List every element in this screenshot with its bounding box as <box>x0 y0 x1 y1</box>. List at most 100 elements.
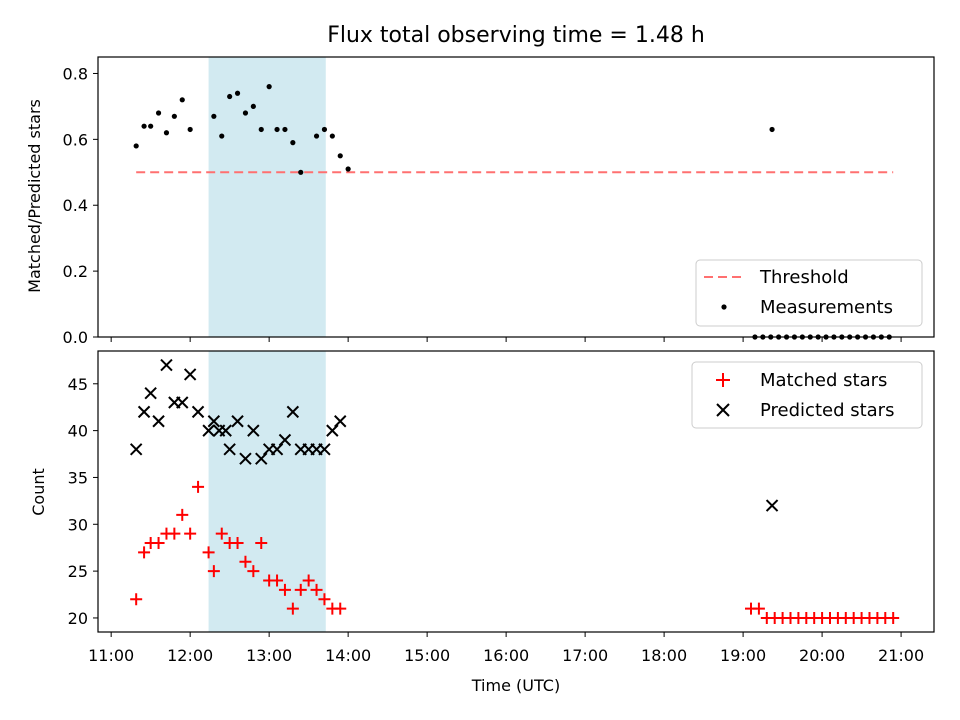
matched-star-point <box>176 508 189 521</box>
y-tick-label: 0.8 <box>63 64 88 83</box>
top-x-axis <box>110 337 902 342</box>
matched-star-point <box>286 602 299 615</box>
predicted-star-point <box>318 443 331 456</box>
top-plot-frame <box>97 56 935 338</box>
matched-star-point <box>184 527 197 540</box>
x-tick-label: 21:00 <box>878 646 924 665</box>
measurement-point <box>227 93 233 100</box>
bottom-legend: Matched stars Predicted stars <box>691 361 923 429</box>
predicted-star-point <box>152 415 165 428</box>
matched-star-point <box>310 583 323 596</box>
measurement-point <box>274 126 280 133</box>
x-axis-label: Time (UTC) <box>471 676 560 695</box>
bottom-y-axis: 20 25 30 35 40 45 <box>68 375 98 628</box>
predicted-star-point <box>219 424 232 437</box>
matched-star-point <box>294 583 307 596</box>
predicted-star-point <box>223 443 236 456</box>
measurement-point <box>321 126 328 133</box>
predicted-star-point <box>765 499 779 512</box>
legend-measurements-swatch <box>721 304 727 310</box>
measurement-point <box>313 133 320 139</box>
x-tick-label: 15:00 <box>404 646 450 665</box>
x-tick-label: 16:00 <box>483 646 529 665</box>
x-tick-label: 18:00 <box>641 646 687 665</box>
measurement-point <box>234 90 241 96</box>
y-tick-label: 25 <box>68 562 88 581</box>
top-panel: 0.00.20.40.60.8 Matched/Predicted stars … <box>25 56 935 347</box>
y-tick-label: 0.6 <box>63 130 88 149</box>
measurement-point <box>266 84 272 90</box>
y-tick-label: 30 <box>68 515 88 534</box>
matched-star-point <box>202 546 215 559</box>
predicted-star-point <box>202 424 215 437</box>
legend-matched-label: Matched stars <box>760 370 887 391</box>
matched-star-point <box>152 537 165 550</box>
x-tick-label: 19:00 <box>720 646 766 665</box>
matched-star-point <box>887 611 900 624</box>
predicted-star-point <box>137 405 151 419</box>
top-y-axis-label: Matched/Predicted stars <box>25 99 44 293</box>
predicted-star-point <box>231 415 244 428</box>
measurement-point <box>290 140 296 146</box>
predicted-star-point <box>286 405 300 419</box>
matched-star-point <box>255 537 268 550</box>
measurement-point <box>242 110 249 116</box>
matched-star-point <box>271 574 284 587</box>
matched-star-point <box>130 593 143 606</box>
measurement-point <box>179 97 185 103</box>
y-tick-label: 40 <box>68 422 88 441</box>
matched-stars-points <box>130 480 900 624</box>
matched-star-point <box>215 527 228 540</box>
legend-threshold-label: Threshold <box>759 267 849 288</box>
measurement-point <box>258 126 264 133</box>
matched-star-point <box>138 546 151 559</box>
matched-star-point <box>318 593 331 606</box>
measurement-point <box>345 166 351 172</box>
predicted-star-point <box>191 405 205 419</box>
x-tick-label: 13:00 <box>246 646 292 665</box>
y-tick-label: 0.0 <box>63 328 88 347</box>
matched-star-point <box>247 565 260 578</box>
measurement-point <box>187 126 193 133</box>
matched-star-point <box>752 602 765 615</box>
legend-matched-swatch <box>716 373 730 387</box>
predicted-star-point <box>255 452 268 465</box>
predicted-star-point <box>278 433 292 447</box>
matched-star-point <box>334 602 347 615</box>
measurement-point <box>250 103 256 110</box>
x-tick-label: 20:00 <box>799 646 845 665</box>
y-tick-label: 35 <box>68 468 88 487</box>
measurement-point <box>298 169 304 175</box>
predicted-stars-points <box>129 358 779 512</box>
matched-star-point <box>192 480 205 493</box>
highlight-span-bottom <box>208 351 326 632</box>
predicted-star-point <box>144 386 157 400</box>
x-tick-label: 17:00 <box>562 646 608 665</box>
y-tick-label: 0.2 <box>63 262 88 281</box>
y-tick-label: 0.4 <box>63 196 88 215</box>
measurement-point <box>148 123 154 129</box>
y-tick-label: 45 <box>68 375 88 394</box>
predicted-star-point <box>239 452 252 465</box>
bottom-plot-frame <box>97 350 935 633</box>
measurement-point <box>133 143 139 149</box>
bottom-y-axis-label: Count <box>29 468 48 516</box>
matched-star-point <box>239 555 252 568</box>
legend-measurements-label: Measurements <box>760 297 893 318</box>
predicted-star-point <box>176 396 189 409</box>
measurement-point <box>282 126 288 133</box>
measurement-point <box>171 113 177 119</box>
predicted-star-point <box>129 443 143 456</box>
x-tick-label: 12:00 <box>167 646 213 665</box>
bottom-panel: 20 25 30 35 40 45 11:00 12:00 13:00 14:00 15:00 16… <box>29 350 935 695</box>
matched-star-point <box>302 574 315 587</box>
matched-star-point <box>231 537 244 550</box>
predicted-star-point <box>334 415 347 428</box>
measurement-point <box>141 123 147 129</box>
highlight-span-top <box>208 57 326 337</box>
measurement-point <box>337 153 343 159</box>
measurement-point <box>211 113 217 119</box>
matched-star-point <box>207 565 220 578</box>
top-legend: Threshold Measurements <box>695 259 923 327</box>
